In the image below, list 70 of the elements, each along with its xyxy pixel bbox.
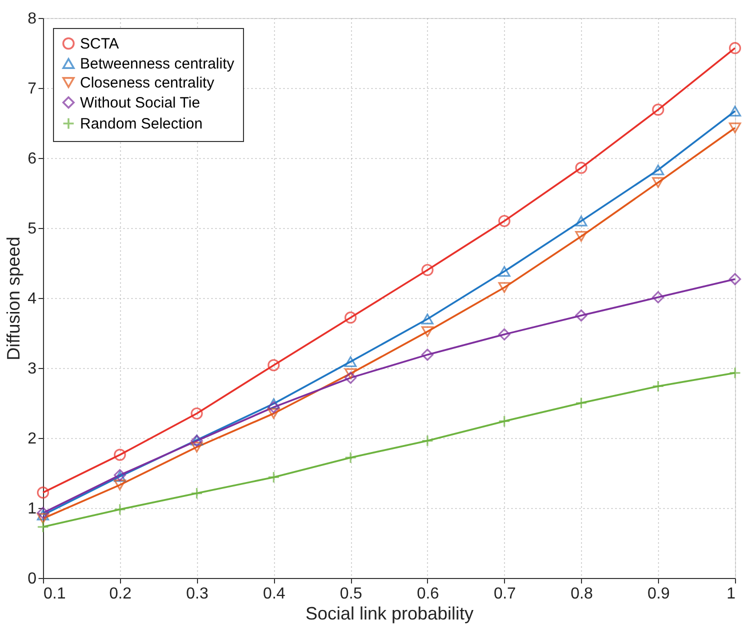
- point: [36, 486, 50, 499]
- point: [498, 282, 510, 293]
- y-tick-label: 3: [28, 360, 37, 378]
- point: [728, 366, 742, 379]
- point: [421, 434, 434, 447]
- point: [728, 122, 742, 134]
- point: [114, 480, 126, 490]
- point: [268, 401, 280, 414]
- point: [268, 408, 280, 419]
- x-tick-label: 1: [726, 586, 736, 602]
- legend-label: Betweenness centrality: [80, 56, 235, 72]
- point: [114, 448, 126, 461]
- x-axis-title: Social link probability: [305, 604, 474, 624]
- point: [268, 359, 280, 372]
- x-tick-label: 0.3: [186, 586, 208, 602]
- x-tick-label: 0.8: [570, 586, 593, 602]
- x-tick-label: 0.1: [44, 586, 66, 602]
- y-tick-label: 8: [28, 10, 37, 28]
- point: [498, 415, 510, 428]
- x-tick-label: 0.6: [416, 586, 440, 602]
- point: [36, 513, 50, 524]
- legend-label: Without Social Tie: [80, 94, 200, 112]
- point: [190, 442, 203, 452]
- point: [190, 487, 203, 500]
- x-tick-label: 0.7: [494, 586, 516, 602]
- point: [344, 368, 357, 379]
- y-tick-label: 5: [28, 220, 37, 238]
- point: [728, 273, 742, 286]
- legend-label: Closeness centrality: [80, 74, 215, 92]
- point: [575, 162, 588, 174]
- point: [498, 328, 510, 340]
- point: [575, 216, 588, 226]
- x-tick-label: 0.4: [263, 586, 286, 602]
- point: [575, 309, 588, 322]
- y-tick-label: 6: [28, 150, 37, 168]
- point: [421, 264, 434, 276]
- legend-label: SCTA: [80, 36, 119, 52]
- point: [344, 452, 357, 464]
- point: [344, 372, 357, 384]
- x-tick-label: 0.5: [340, 586, 362, 602]
- point: [652, 291, 664, 304]
- point: [344, 356, 357, 368]
- point: [728, 106, 742, 116]
- y-tick-label: 2: [28, 430, 37, 448]
- point: [652, 104, 664, 116]
- point: [421, 326, 434, 337]
- point: [190, 407, 203, 420]
- y-axis-title: Diffusion speed: [4, 236, 24, 360]
- point: [498, 266, 510, 277]
- x-tick-label: 0.2: [109, 586, 132, 602]
- y-tick-label: 4: [28, 290, 37, 308]
- point: [498, 214, 510, 228]
- point: [421, 314, 434, 324]
- point: [652, 177, 664, 188]
- point: [36, 520, 50, 533]
- point: [268, 471, 280, 484]
- point: [575, 396, 588, 410]
- point: [268, 398, 280, 410]
- point: [652, 164, 664, 176]
- point: [652, 380, 664, 392]
- x-tick-label: 0.9: [647, 586, 670, 602]
- y-tick-label: 0: [28, 570, 37, 588]
- point: [575, 231, 588, 242]
- point: [344, 312, 357, 324]
- y-tick-label: 1: [28, 500, 37, 518]
- y-tick-label: 7: [28, 80, 37, 98]
- point: [728, 42, 742, 54]
- point: [421, 348, 434, 361]
- legend-label: Random Selection: [80, 116, 203, 132]
- point: [114, 503, 126, 516]
